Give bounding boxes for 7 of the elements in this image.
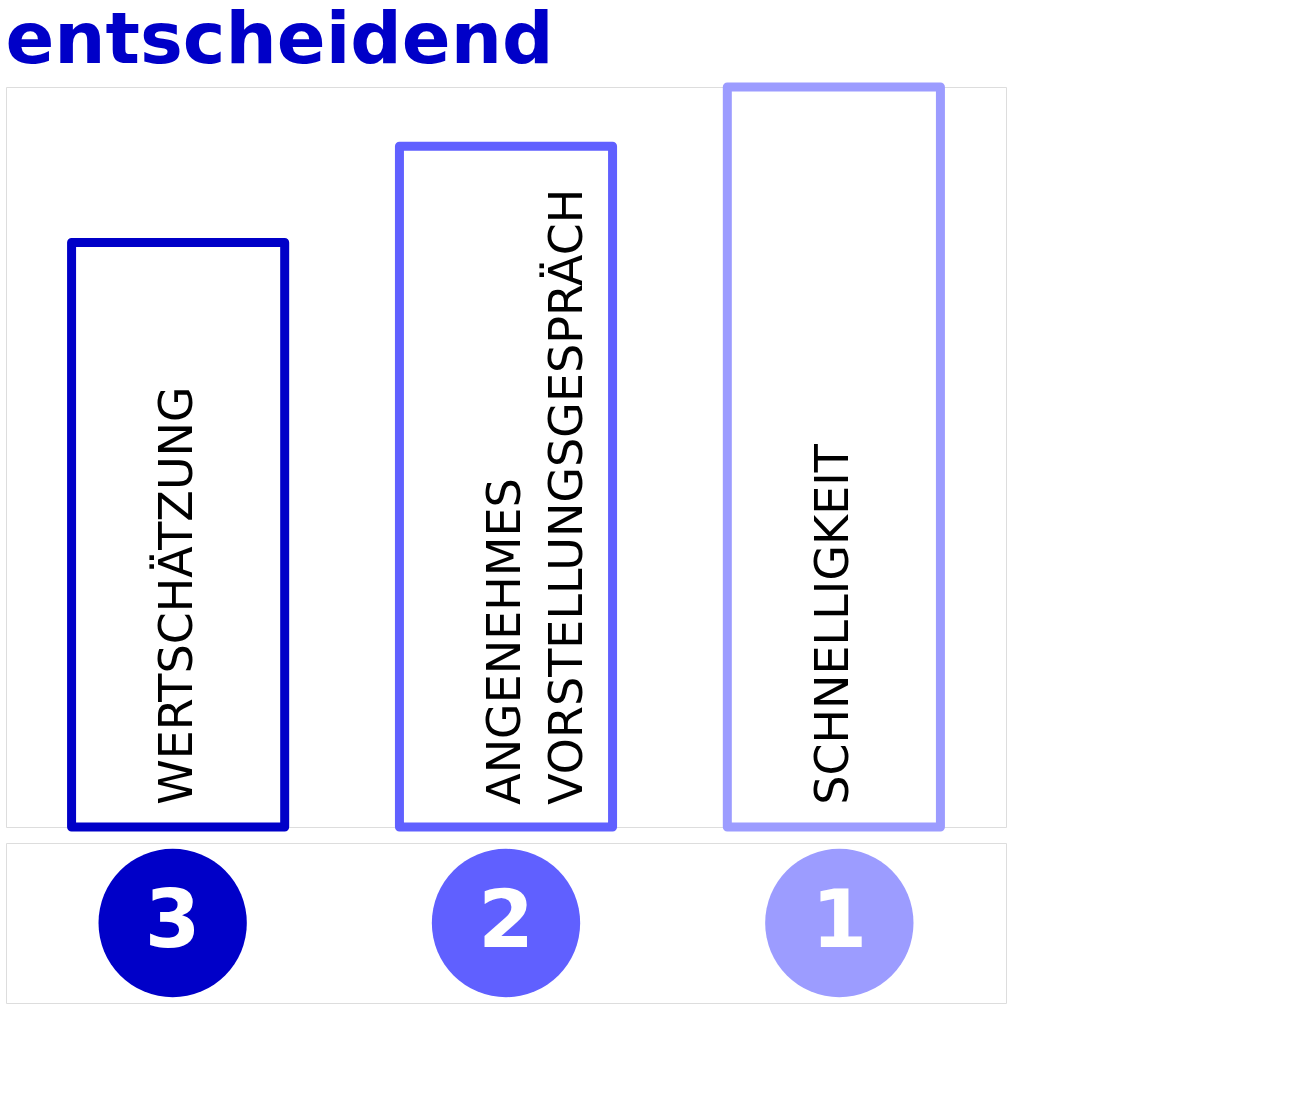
text: 3 [144,873,201,966]
text: 2 [478,873,534,966]
x-tick-label: SCHNELLIGKEIT [804,443,859,805]
text: 1 [811,873,868,966]
chart-title: entscheidend [5,0,554,80]
x-tick-label: ANGENEHMES VORSTELLUNGSGESPRÄCH [477,188,593,805]
x-tick-label: WERTSCHÄTZUNG [149,386,204,805]
